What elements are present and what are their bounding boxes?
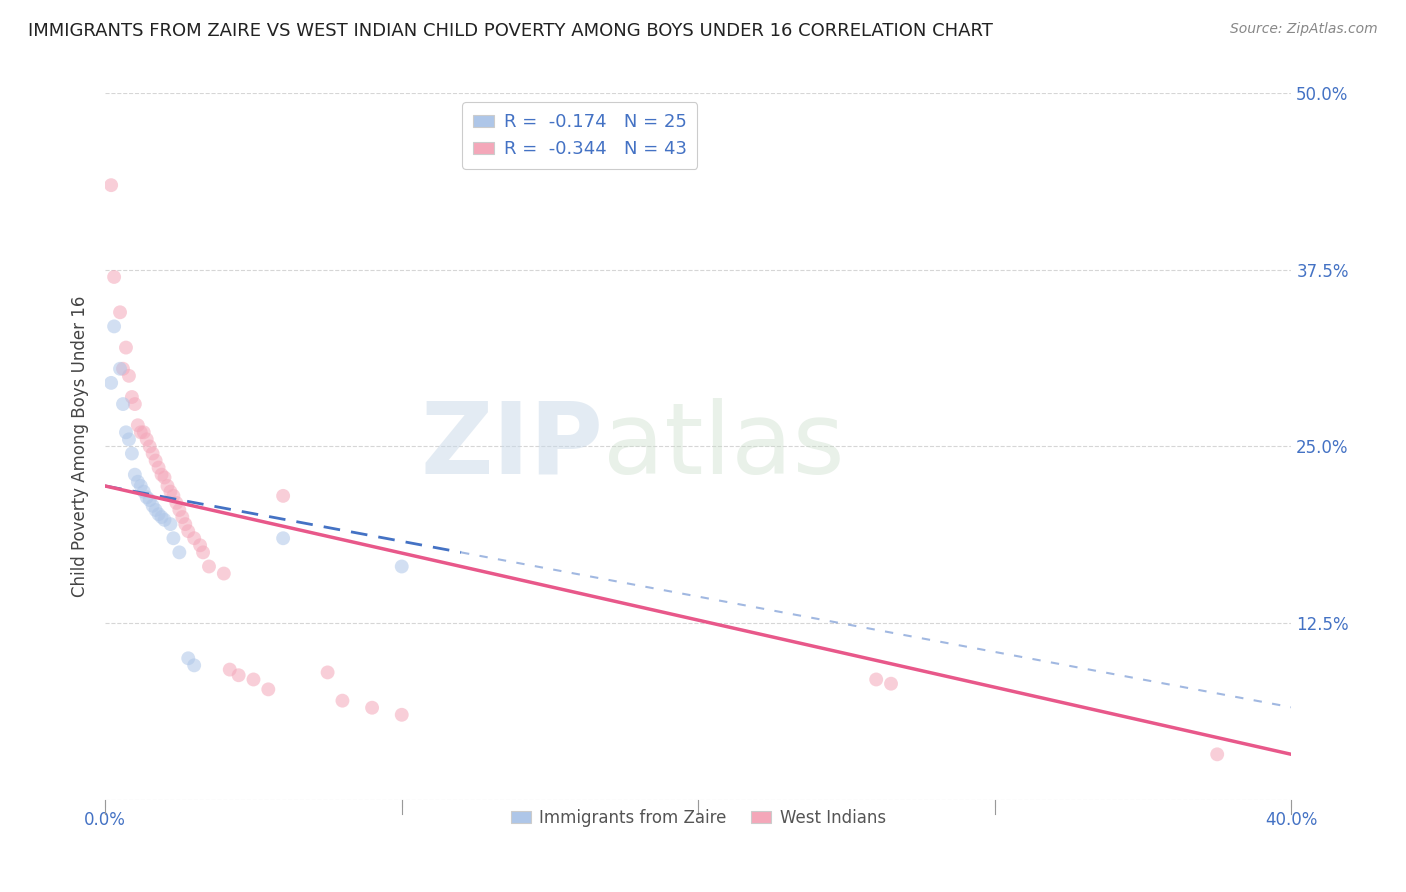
Point — [118, 368, 141, 383]
Text: atlas: atlas — [603, 398, 845, 495]
Point — [198, 559, 221, 574]
Text: IMMIGRANTS FROM ZAIRE VS WEST INDIAN CHILD POVERTY AMONG BOYS UNDER 16 CORRELATI: IMMIGRANTS FROM ZAIRE VS WEST INDIAN CHI… — [28, 22, 993, 40]
Point — [172, 510, 194, 524]
Point — [165, 496, 187, 510]
Point — [111, 397, 134, 411]
Point — [169, 545, 191, 559]
Point — [135, 490, 157, 504]
Point — [124, 397, 146, 411]
Point — [145, 453, 167, 467]
Point — [121, 446, 143, 460]
Point — [316, 665, 339, 680]
Point — [188, 538, 211, 552]
Point — [100, 178, 122, 193]
Point — [150, 510, 173, 524]
Point — [212, 566, 235, 581]
Point — [148, 507, 170, 521]
Point — [127, 475, 149, 489]
Point — [142, 499, 165, 513]
Point — [108, 305, 131, 319]
Point — [153, 470, 176, 484]
Point — [127, 418, 149, 433]
Point — [191, 545, 214, 559]
Point — [118, 433, 141, 447]
Point — [332, 693, 354, 707]
Point — [121, 390, 143, 404]
Point — [880, 676, 903, 690]
Point — [138, 439, 160, 453]
Point — [108, 361, 131, 376]
Point — [135, 433, 157, 447]
Text: Source: ZipAtlas.com: Source: ZipAtlas.com — [1230, 22, 1378, 37]
Point — [228, 668, 250, 682]
Point — [391, 559, 413, 574]
Point — [153, 513, 176, 527]
Point — [162, 489, 184, 503]
Point — [129, 425, 152, 440]
Point — [103, 319, 125, 334]
Point — [361, 700, 384, 714]
Point — [132, 484, 155, 499]
Point — [115, 341, 138, 355]
Point — [111, 361, 134, 376]
Point — [156, 479, 179, 493]
Point — [100, 376, 122, 390]
Point — [150, 467, 173, 482]
Point — [177, 651, 200, 665]
Point — [174, 517, 197, 532]
Point — [148, 460, 170, 475]
Point — [183, 531, 205, 545]
Point — [159, 484, 181, 499]
Point — [103, 269, 125, 284]
Y-axis label: Child Poverty Among Boys Under 16: Child Poverty Among Boys Under 16 — [72, 296, 89, 597]
Point — [391, 707, 413, 722]
Point — [257, 682, 280, 697]
Point — [145, 503, 167, 517]
Point — [865, 673, 887, 687]
Legend: Immigrants from Zaire, West Indians: Immigrants from Zaire, West Indians — [503, 802, 893, 833]
Point — [162, 531, 184, 545]
Point — [242, 673, 264, 687]
Point — [169, 503, 191, 517]
Point — [1206, 747, 1229, 762]
Point — [142, 446, 165, 460]
Point — [132, 425, 155, 440]
Text: ZIP: ZIP — [420, 398, 603, 495]
Point — [159, 517, 181, 532]
Point — [271, 531, 294, 545]
Point — [271, 489, 294, 503]
Point — [129, 479, 152, 493]
Point — [183, 658, 205, 673]
Point — [177, 524, 200, 538]
Point — [218, 663, 240, 677]
Point — [124, 467, 146, 482]
Point — [138, 493, 160, 508]
Point — [115, 425, 138, 440]
